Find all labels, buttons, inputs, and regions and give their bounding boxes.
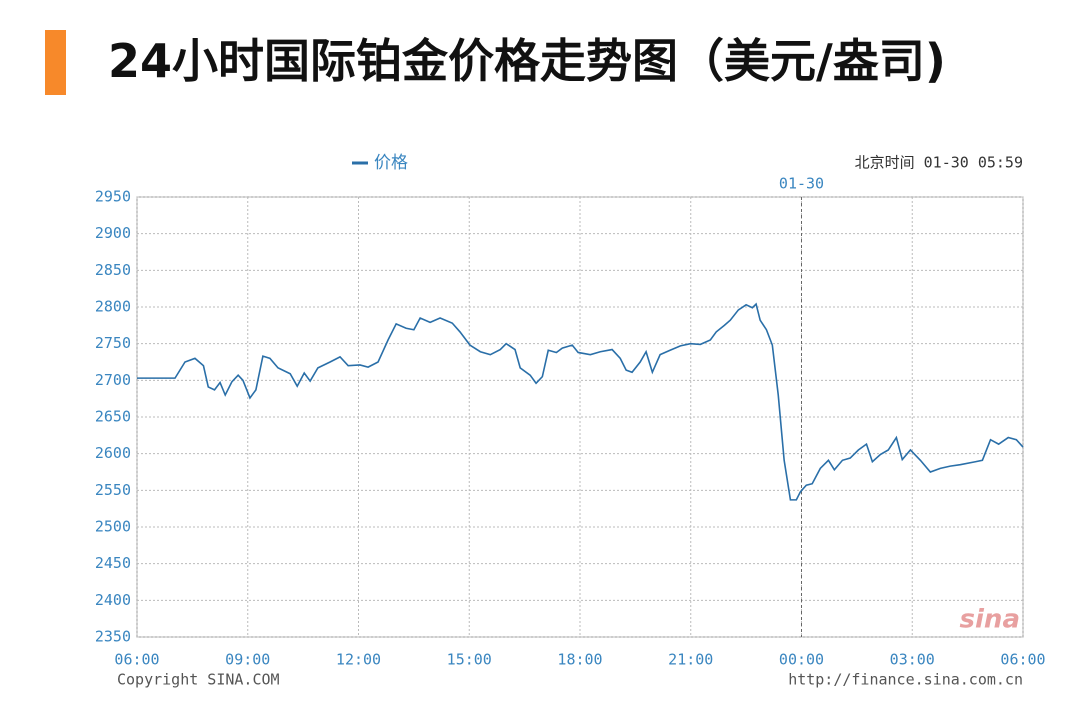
chart-title: 24小时国际铂金价格走势图（美元/盎司): [108, 34, 946, 88]
date-marker-label: 01-30: [779, 175, 824, 193]
time-label: 北京时间 01-30 05:59: [855, 154, 1023, 172]
y-tick-label: 2650: [95, 408, 131, 426]
x-tick-label: 18:00: [557, 651, 602, 669]
x-tick-label: 00:00: [779, 651, 824, 669]
watermark: sina: [960, 605, 1020, 635]
y-tick-label: 2600: [95, 444, 131, 462]
y-tick-label: 2350: [95, 628, 131, 646]
x-tick-label: 15:00: [447, 651, 492, 669]
y-tick-label: 2800: [95, 298, 131, 316]
y-tick-label: 2450: [95, 554, 131, 572]
y-tick-label: 2850: [95, 261, 131, 279]
x-tick-label: 21:00: [668, 651, 713, 669]
y-tick-label: 2900: [95, 224, 131, 242]
y-tick-label: 2500: [95, 518, 131, 536]
y-tick-label: 2750: [95, 334, 131, 352]
copyright: Copyright SINA.COM: [117, 671, 280, 689]
x-tick-label: 03:00: [890, 651, 935, 669]
price-line: [137, 302, 1024, 501]
y-tick-label: 2950: [95, 188, 131, 206]
x-tick-label: 09:00: [225, 651, 270, 669]
x-tick-label: 06:00: [114, 651, 159, 669]
x-tick-label: 12:00: [336, 651, 381, 669]
legend-label: 价格: [374, 153, 408, 173]
source-url: http://finance.sina.com.cn: [788, 671, 1023, 689]
y-tick-label: 2700: [95, 371, 131, 389]
x-tick-label: 06:00: [1000, 651, 1045, 669]
accent-bar: [45, 30, 66, 95]
y-tick-label: 2550: [95, 481, 131, 499]
y-tick-label: 2400: [95, 591, 131, 609]
